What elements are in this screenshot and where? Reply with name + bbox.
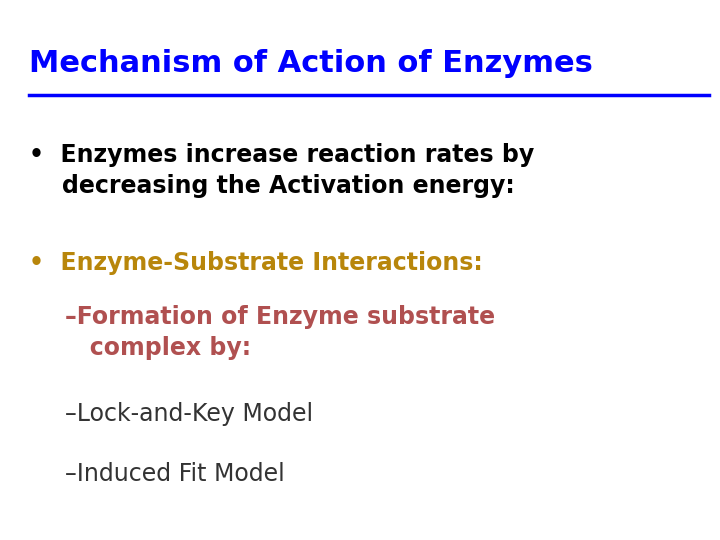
Text: •  Enzyme-Substrate Interactions:: • Enzyme-Substrate Interactions:: [29, 251, 482, 275]
Text: •  Enzymes increase reaction rates by
    decreasing the Activation energy:: • Enzymes increase reaction rates by dec…: [29, 143, 534, 198]
Text: –Induced Fit Model: –Induced Fit Model: [65, 462, 284, 485]
Text: Mechanism of Action of Enzymes: Mechanism of Action of Enzymes: [29, 49, 593, 78]
Text: –Lock-and-Key Model: –Lock-and-Key Model: [65, 402, 313, 426]
Text: –Formation of Enzyme substrate
   complex by:: –Formation of Enzyme substrate complex b…: [65, 305, 495, 360]
